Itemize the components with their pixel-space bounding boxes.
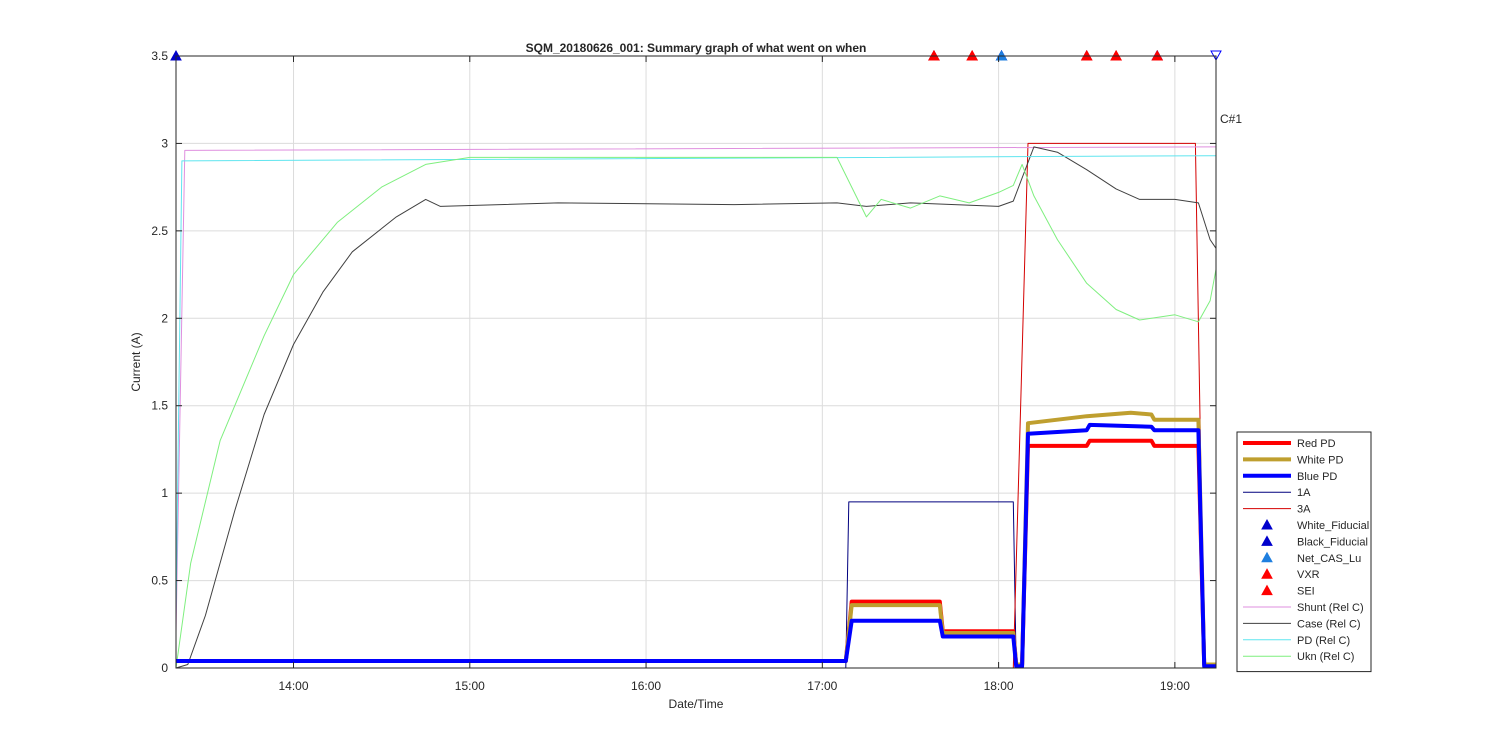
legend-label: SEI (1297, 586, 1315, 598)
y-tick-label: 0 (161, 661, 168, 675)
legend-label: Ukn (Rel C) (1297, 651, 1354, 663)
legend-label: Net_CAS_Lu (1297, 553, 1361, 565)
legend-label: Red PD (1297, 438, 1336, 450)
series-line-blue-pd (176, 422, 1216, 669)
x-tick-label: 15:00 (455, 679, 485, 693)
legend-box (1236, 431, 1372, 673)
series-line-white-pd (176, 410, 1216, 667)
legend-marker (1261, 568, 1273, 579)
x-tick-label: 19:00 (1160, 679, 1190, 693)
legend-item: White PD (1243, 454, 1344, 466)
x-tick-label: 16:00 (631, 679, 661, 693)
legend-label: Blue PD (1297, 471, 1337, 483)
plot-frame (175, 55, 1217, 669)
series-line-case-rel-c (175, 146, 1217, 669)
legend-item: Case (Rel C) (1243, 618, 1361, 630)
legend-marker (1261, 518, 1273, 530)
legend-label: Black_Fiducial (1297, 536, 1368, 548)
legend-item: VXR (1261, 568, 1320, 581)
x-tick-label: 14:00 (278, 679, 308, 693)
y-tick-label: 0.5 (151, 574, 168, 588)
legend-item: Shunt (Rel C) (1243, 602, 1364, 614)
y-tick-label: 2.5 (151, 224, 168, 238)
axis-ticks: 14:00 15:00 16:00 17:00 18:00 19:00 0 0.5 1 1.5 2 2… (151, 49, 1216, 693)
legend-item: White_Fiducial (1261, 518, 1369, 532)
legend-label: 3A (1297, 504, 1311, 516)
legend-label: PD (Rel C) (1297, 635, 1350, 647)
legend-label: White_Fiducial (1297, 520, 1369, 532)
legend-item: 3A (1243, 504, 1311, 516)
legend: Red PD White PD Blue PD 1A 3A White_Fiducial B… (1236, 431, 1372, 673)
y-tick-label: 2 (161, 311, 168, 325)
legend-item: Red PD (1243, 438, 1336, 450)
legend-item: Net_CAS_Lu (1261, 551, 1361, 565)
legend-label: VXR (1297, 569, 1320, 581)
legend-item: Ukn (Rel C) (1243, 651, 1354, 663)
legend-label: Shunt (Rel C) (1297, 602, 1364, 614)
series-line-pd-rel-c (175, 155, 1216, 616)
legend-item: Blue PD (1243, 471, 1337, 483)
y-axis-label: Current (A) (129, 332, 143, 391)
legend-label: White PD (1297, 454, 1344, 466)
y-tick-label: 1.5 (151, 399, 168, 413)
legend-label: Case (Rel C) (1297, 618, 1361, 630)
legend-item: SEI (1261, 584, 1315, 598)
x-axis-label: Date/Time (669, 697, 724, 711)
series-line-shunt-rel-c (175, 146, 1216, 634)
y-tick-label: 1 (161, 486, 168, 500)
chart-title: SQM_20180626_001: Summary graph of what … (526, 41, 867, 55)
legend-marker (1261, 551, 1273, 563)
y-tick-label: 3 (161, 136, 168, 150)
legend-item: PD (Rel C) (1243, 635, 1350, 647)
legend-item: 1A (1243, 487, 1311, 499)
legend-marker (1261, 584, 1273, 596)
y-tick-label: 3.5 (151, 49, 168, 63)
x-tick-label: 17:00 (807, 679, 837, 693)
legend-marker (1261, 535, 1273, 546)
series-line-ukn-rel-c (175, 156, 1217, 669)
legend-item: Black_Fiducial (1261, 535, 1368, 548)
legend-label: 1A (1297, 487, 1311, 499)
x-tick-label: 18:00 (984, 679, 1014, 693)
annotation-c1: C#1 (1220, 112, 1242, 126)
